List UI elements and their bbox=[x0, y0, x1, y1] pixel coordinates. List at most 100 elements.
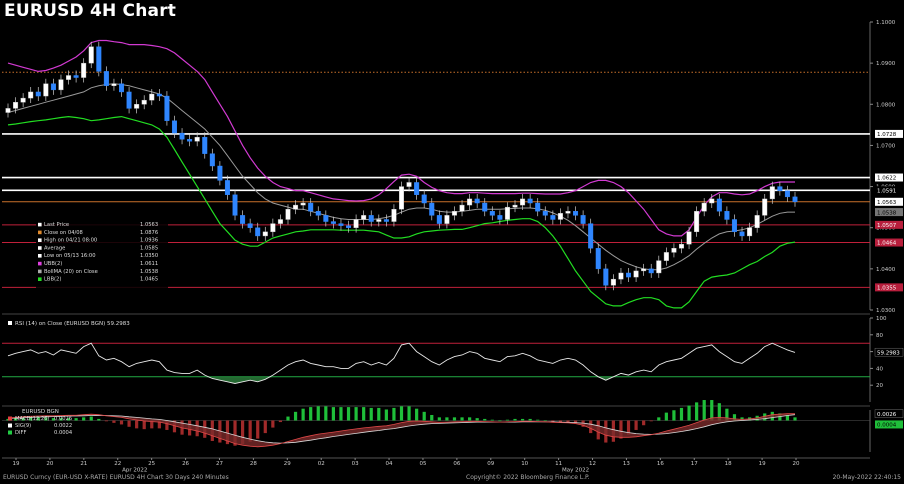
candle-body bbox=[330, 221, 336, 224]
x-tick-label: 29 bbox=[284, 461, 291, 467]
macd-histogram-bar bbox=[505, 419, 510, 421]
candle-body bbox=[285, 208, 291, 220]
macd-histogram-bar bbox=[717, 403, 721, 421]
x-tick-label: 05 bbox=[419, 461, 426, 467]
macd-legend-swatch bbox=[8, 423, 12, 428]
macd-histogram-bar bbox=[104, 420, 108, 422]
macd-histogram-bar bbox=[664, 412, 668, 421]
rsi-tick-label: 40 bbox=[876, 366, 883, 372]
macd-legend-label: SIG(9) bbox=[15, 423, 31, 429]
macd-line bbox=[7, 413, 795, 448]
macd-histogram-bar bbox=[263, 420, 267, 434]
candle-body bbox=[641, 268, 647, 272]
candle-body bbox=[43, 83, 49, 97]
candle-body bbox=[20, 97, 26, 103]
price-tag-label: 1.0507 bbox=[877, 223, 897, 229]
candle-body bbox=[134, 104, 140, 109]
x-tick-label: 19 bbox=[13, 461, 20, 467]
candle-body bbox=[769, 186, 775, 200]
legend-entry-value: 1.0936 bbox=[140, 238, 158, 244]
candle-body bbox=[626, 272, 632, 278]
legend-entry-value: 1.0876 bbox=[140, 230, 158, 236]
macd-histogram-bar bbox=[29, 417, 33, 421]
candle-body bbox=[739, 231, 745, 237]
macd-histogram-bar bbox=[142, 420, 146, 430]
macd-histogram-bar bbox=[339, 407, 343, 421]
candle-body bbox=[694, 211, 700, 233]
macd-histogram-bar bbox=[36, 417, 40, 421]
price-tag bbox=[875, 208, 903, 217]
x-tick-label: 25 bbox=[148, 461, 155, 467]
rsi-legend-label: RSI (14) on Close (EURUSD BGN) 59.2983 bbox=[15, 321, 130, 327]
price-legend: Last Price 1.0563 Close on 04/08 1.0876 High… bbox=[36, 221, 168, 288]
price-legend-background bbox=[36, 221, 168, 288]
candle-body bbox=[308, 202, 314, 212]
candle-body bbox=[633, 270, 639, 278]
legend-entry-value: 1.0563 bbox=[140, 222, 158, 228]
macd-histogram-bar bbox=[649, 420, 653, 422]
x-tick-label: 19 bbox=[759, 461, 766, 467]
x-tick-label: 12 bbox=[589, 461, 596, 467]
macd-histogram-bar bbox=[112, 420, 116, 423]
rsi-tick-label: 20 bbox=[876, 383, 883, 389]
price-tag bbox=[875, 186, 903, 195]
candle-body bbox=[171, 120, 177, 134]
price-tag bbox=[875, 238, 903, 247]
candle-body bbox=[731, 219, 737, 233]
x-tick-label: 11 bbox=[555, 461, 562, 467]
macd-histogram-bar bbox=[331, 407, 335, 421]
footer-security-description: EURUSD Curncy (EUR-USD X-RATE) EURUSD 4H… bbox=[3, 474, 229, 481]
macd-histogram-bar bbox=[415, 408, 419, 421]
price-panel: 1.10001.09001.08001.07001.06001.05001.04… bbox=[2, 20, 903, 314]
macd-histogram-bar bbox=[445, 417, 449, 421]
macd-histogram-bar bbox=[785, 414, 790, 421]
price-tag-label: 1.0464 bbox=[877, 241, 897, 247]
macd-histogram-bar bbox=[672, 410, 676, 421]
macd-histogram-bar bbox=[165, 420, 169, 430]
candle-body bbox=[474, 198, 480, 204]
candle-body bbox=[300, 202, 306, 206]
candle-body bbox=[671, 248, 677, 253]
macd-histogram-bar bbox=[626, 420, 631, 435]
macd-histogram-bar bbox=[498, 420, 502, 422]
rsi-legend-swatch bbox=[8, 321, 12, 325]
candle-body bbox=[346, 225, 352, 228]
rsi-tick-label: 100 bbox=[876, 316, 887, 322]
macd-histogram-bar bbox=[732, 414, 737, 421]
candle-body bbox=[156, 93, 162, 97]
macd-histogram-bar bbox=[225, 420, 230, 445]
legend-entry-label: Close on 04/08 bbox=[44, 230, 83, 236]
price-tag bbox=[875, 129, 903, 138]
legend-entry-value: 1.0585 bbox=[140, 245, 158, 251]
candle-body bbox=[247, 223, 253, 228]
macd-histogram-bar bbox=[13, 418, 18, 421]
candle-body bbox=[111, 83, 117, 86]
macd-histogram-bar bbox=[271, 420, 275, 428]
candle-body bbox=[777, 186, 783, 191]
legend-swatch bbox=[38, 230, 42, 235]
candle-body bbox=[13, 102, 19, 109]
candle-body bbox=[603, 268, 609, 286]
macd-histogram-bar bbox=[135, 420, 139, 429]
candle-body bbox=[436, 215, 442, 224]
macd-histogram-bar bbox=[551, 420, 555, 423]
price-tag bbox=[875, 220, 903, 229]
macd-histogram-bar bbox=[407, 406, 411, 421]
macd-histogram-bar bbox=[430, 414, 434, 421]
candle-body bbox=[88, 46, 94, 64]
legend-swatch bbox=[38, 246, 42, 250]
candle-body bbox=[66, 75, 72, 80]
candle-body bbox=[459, 204, 465, 212]
legend-swatch bbox=[38, 222, 42, 227]
candle-body bbox=[255, 227, 261, 237]
macd-histogram-bar bbox=[172, 420, 177, 433]
price-tick-label: 1.0900 bbox=[876, 61, 896, 67]
price-tick-label: 1.0400 bbox=[876, 267, 896, 273]
candle-body bbox=[792, 196, 798, 202]
candle-body bbox=[58, 79, 64, 91]
candle-body bbox=[81, 62, 87, 78]
macd-histogram-bar bbox=[702, 400, 706, 421]
candle-body bbox=[73, 75, 79, 78]
footer-copyright: Copyright© 2022 Bloomberg Finance L.P. bbox=[466, 474, 590, 481]
candle-body bbox=[550, 215, 556, 220]
